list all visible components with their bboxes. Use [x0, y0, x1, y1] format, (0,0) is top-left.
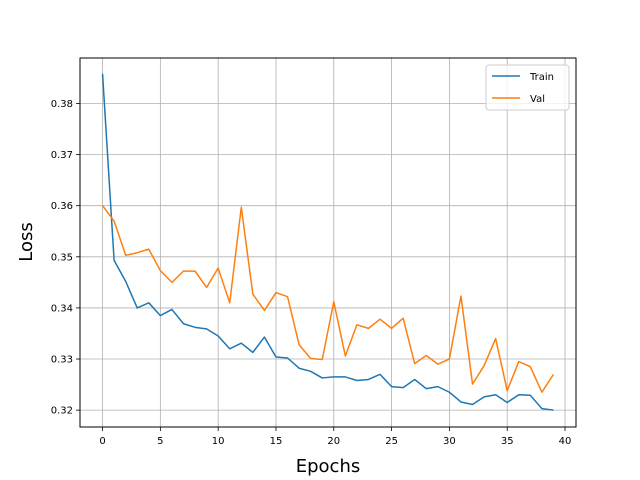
grid-lines: [80, 58, 576, 427]
y-tick-label: 0.32: [51, 406, 73, 417]
y-axis-ticks: 0.32 0.33 0.34 0.35 0.36 0.37 0.38: [51, 99, 80, 417]
y-tick-label: 0.37: [51, 150, 73, 161]
legend-label-val: Val: [530, 94, 545, 105]
y-tick-label: 0.36: [51, 201, 73, 212]
series-line-train: [101, 73, 554, 411]
x-tick-label: 40: [559, 436, 572, 447]
series-lines: [101, 73, 555, 411]
legend-label-train: Train: [529, 72, 554, 83]
x-tick-label: 30: [443, 436, 456, 447]
y-tick-label: 0.33: [51, 355, 73, 366]
plot-frame: [79, 57, 577, 428]
x-tick-label: 15: [270, 436, 283, 447]
y-axis-label: Loss: [16, 222, 37, 261]
series-line-val: [101, 205, 555, 393]
legend-box: [485, 64, 570, 111]
y-tick-label: 0.35: [51, 252, 73, 263]
x-tick-label: 35: [501, 436, 514, 447]
x-tick-label: 20: [327, 436, 340, 447]
x-tick-label: 10: [212, 436, 225, 447]
legend: Train Val: [485, 64, 570, 111]
y-tick-label: 0.38: [51, 99, 73, 110]
x-axis-ticks: 0 5 10 15 20 25 30 35 40: [99, 427, 571, 447]
y-tick-label: 0.34: [51, 303, 73, 314]
x-tick-label: 5: [157, 436, 163, 447]
x-axis-label: Epochs: [296, 456, 361, 477]
x-tick-label: 25: [385, 436, 398, 447]
x-tick-label: 0: [99, 436, 105, 447]
